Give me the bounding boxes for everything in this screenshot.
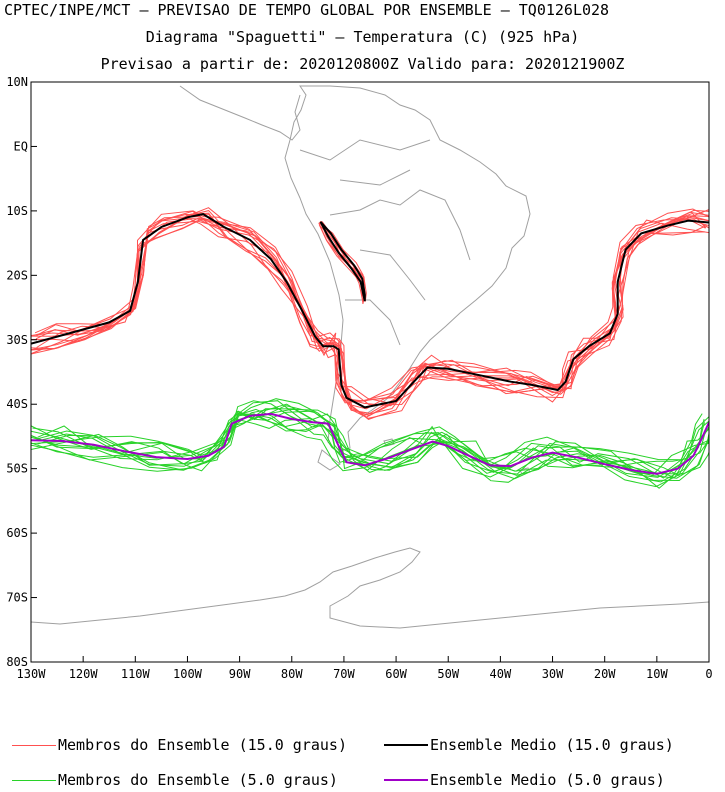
ensemble-member-line (31, 218, 705, 418)
ensemble-member-line (37, 413, 705, 483)
y-tick-label: 10S (6, 204, 28, 218)
legend-item-mean-15: Ensemble Medio (15.0 graus) (384, 736, 674, 754)
x-tick-label: 90W (229, 667, 251, 681)
x-tick-label: 10W (646, 667, 668, 681)
ensemble-member-line (318, 224, 367, 300)
ensemble-member-line (35, 210, 707, 404)
legend-label-members-5: Membros do Ensemble (5.0 graus) (58, 771, 338, 789)
coastline-map (31, 85, 709, 629)
country-borders (299, 139, 471, 346)
antarctica-coast (31, 547, 709, 629)
y-tick-label: 40S (6, 397, 28, 411)
chart-title: Diagrama "Spaguetti" – Temperatura (C) (… (145, 28, 580, 46)
x-tick-label: 30W (542, 667, 564, 681)
ensemble-mean-line (31, 412, 709, 475)
ensemble-member-line (32, 408, 709, 470)
legend-swatch-mean-15 (384, 744, 428, 746)
x-tick-label: 110W (121, 667, 151, 681)
legend-swatch-mean-5 (384, 779, 428, 781)
ensemble-member-line (31, 217, 706, 420)
x-tick-label: 120W (69, 667, 99, 681)
x-tick-label: 0 (705, 667, 712, 681)
x-tick-label: 40W (490, 667, 512, 681)
plot-frame (30, 81, 710, 663)
y-tick-label: EQ (14, 139, 28, 153)
ensemble-means (31, 213, 709, 475)
ensemble-member-line (31, 407, 707, 488)
ensemble-member-line (37, 413, 709, 482)
y-tick-label: 30S (6, 333, 28, 347)
legend-item-mean-5: Ensemble Medio (5.0 graus) (384, 771, 665, 789)
x-tick-label: 50W (437, 667, 459, 681)
x-tick-label: 60W (385, 667, 407, 681)
ensemble-member-line (31, 400, 709, 470)
legend-label-mean-5: Ensemble Medio (5.0 graus) (430, 771, 665, 789)
header-line-1: CPTEC/INPE/MCT – PREVISAO DE TEMPO GLOBA… (4, 1, 610, 19)
ensemble-mean-line (31, 213, 709, 409)
legend-item-members-5: Membros do Ensemble (5.0 graus) (12, 771, 338, 789)
legend-item-members-15: Membros do Ensemble (15.0 graus) (12, 736, 347, 754)
central-america-outline (179, 85, 301, 141)
ensemble-member-line (36, 209, 709, 405)
ensemble-member-line (31, 408, 709, 479)
y-tick-label: 20S (6, 268, 28, 282)
x-tick-label: 130W (17, 667, 47, 681)
y-tick-label: 50S (6, 462, 28, 476)
y-tick-label: 80S (6, 655, 28, 669)
ensemble-mean-line (319, 221, 366, 302)
y-tick-label: 60S (6, 526, 28, 540)
x-tick-label: 20W (594, 667, 616, 681)
y-tick-label: 70S (6, 591, 28, 605)
legend-label-mean-15: Ensemble Medio (15.0 graus) (430, 736, 674, 754)
ensemble-member-line (31, 212, 709, 407)
falkland-islands (383, 438, 395, 447)
axis-ticks: 130W 120W 110W 100W 90W 80W 70W 60W 50W 40W 30W 20W… (6, 75, 712, 681)
forecast-dates: Previsao a partir de: 2020120800Z Valido… (100, 55, 625, 73)
y-tick-label: 10N (6, 75, 28, 89)
legend-label-members-15: Membros do Ensemble (15.0 graus) (58, 736, 347, 754)
legend-swatch-members-15 (12, 744, 56, 746)
south-america-outline (284, 85, 531, 453)
ensemble-members (31, 207, 709, 489)
legend-swatch-members-5 (12, 779, 56, 781)
x-tick-label: 70W (333, 667, 355, 681)
x-tick-label: 100W (173, 667, 203, 681)
ensemble-member-line (31, 207, 709, 402)
x-tick-label: 80W (281, 667, 303, 681)
